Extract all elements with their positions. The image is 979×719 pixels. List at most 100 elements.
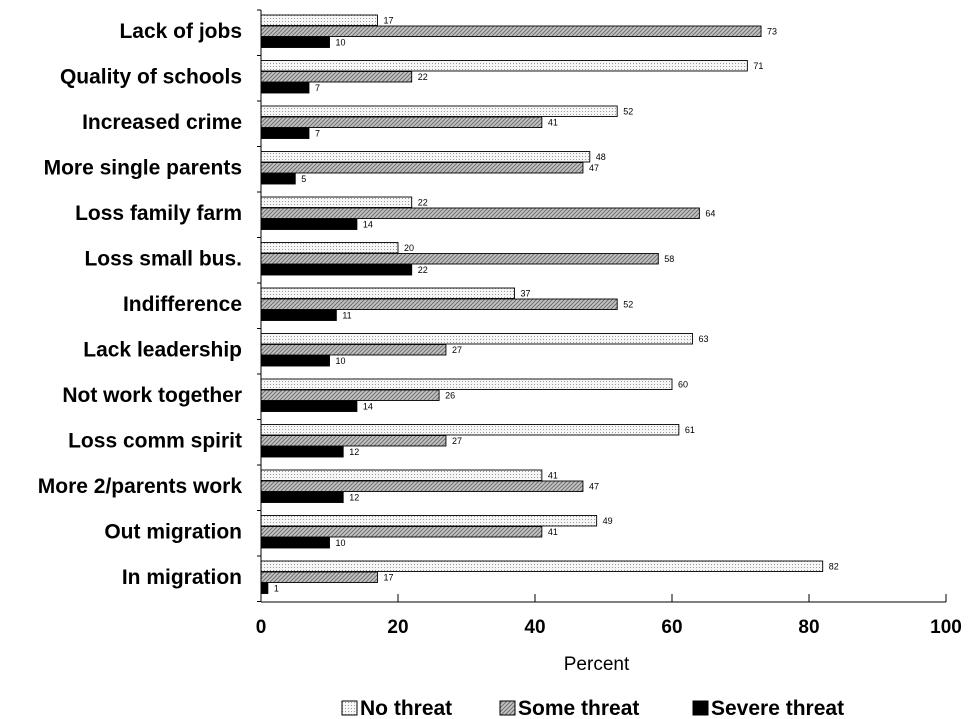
- data-label-severe-threat-increased-crime: 7: [315, 129, 320, 139]
- bar-no-threat-increased-crime: [260, 105, 618, 117]
- bar-no-threat-loss-small-bus: [260, 242, 399, 254]
- legend: No threat Some threat Severe threat: [341, 697, 844, 719]
- data-label-no-threat-out-migration: 49: [603, 516, 613, 526]
- bar-no-threat-more-2-parents-work: [260, 469, 543, 481]
- category-label-lack-of-jobs: Lack of jobs: [119, 20, 242, 43]
- data-label-no-threat-not-work-together: 60: [678, 380, 688, 390]
- bar-some-threat-loss-family-farm: [260, 207, 700, 219]
- data-label-severe-threat-out-migration: 10: [336, 538, 346, 548]
- plot-area: 1773107122752417484752264142058223752116…: [260, 14, 839, 594]
- bar-severe-threat-lack-of-jobs: [260, 36, 330, 48]
- category-label-loss-family-farm: Loss family farm: [75, 202, 242, 225]
- data-label-severe-threat-more-2-parents-work: 12: [349, 493, 359, 503]
- category-label-loss-small-bus: Loss small bus.: [84, 247, 242, 270]
- data-label-no-threat-loss-small-bus: 20: [404, 243, 414, 253]
- bar-some-threat-quality-of-schools: [260, 71, 413, 83]
- bar-some-threat-loss-small-bus: [260, 253, 659, 265]
- data-label-severe-threat-more-single-parents: 5: [301, 174, 306, 184]
- bar-severe-threat-lack-leadership: [260, 355, 330, 367]
- x-tick-label-80: 80: [798, 617, 819, 638]
- bar-severe-threat-increased-crime: [260, 127, 310, 139]
- data-label-no-threat-increased-crime: 52: [623, 107, 633, 117]
- category-label-loss-comm-spirit: Loss comm spirit: [68, 429, 242, 452]
- bar-some-threat-more-single-parents: [260, 162, 584, 174]
- category-label-lack-leadership: Lack leadership: [83, 338, 242, 361]
- data-label-no-threat-lack-leadership: 63: [699, 334, 709, 344]
- data-label-some-threat-loss-comm-spirit: 27: [452, 436, 462, 446]
- bar-some-threat-lack-leadership: [260, 344, 447, 356]
- category-label-quality-of-schools: Quality of schools: [60, 65, 242, 88]
- data-label-some-threat-loss-small-bus: 58: [664, 254, 674, 264]
- category-label-in-migration: In migration: [122, 566, 242, 589]
- bar-some-threat-loss-comm-spirit: [260, 435, 447, 447]
- data-label-some-threat-more-2-parents-work: 47: [589, 482, 599, 492]
- data-label-severe-threat-lack-leadership: 10: [336, 356, 346, 366]
- legend-swatch-some-threat: [499, 700, 516, 716]
- data-label-no-threat-more-single-parents: 48: [596, 152, 606, 162]
- bar-severe-threat-more-single-parents: [260, 173, 296, 185]
- data-label-no-threat-more-2-parents-work: 41: [548, 471, 558, 481]
- legend-swatch-no-threat: [341, 700, 358, 716]
- x-axis: 0 20 40 60 80 100 Percent: [256, 9, 962, 675]
- data-label-severe-threat-quality-of-schools: 7: [315, 83, 320, 93]
- bar-no-threat-loss-comm-spirit: [260, 424, 680, 436]
- category-label-out-migration: Out migration: [104, 520, 242, 543]
- bar-severe-threat-loss-comm-spirit: [260, 446, 344, 458]
- bar-some-threat-indifference: [260, 298, 618, 310]
- legend-label-no-threat: No threat: [360, 697, 452, 719]
- bar-some-threat-more-2-parents-work: [260, 480, 584, 492]
- data-label-severe-threat-loss-comm-spirit: 12: [349, 447, 359, 457]
- legend-swatch-severe-threat: [692, 700, 709, 716]
- bar-severe-threat-quality-of-schools: [260, 82, 310, 94]
- data-label-some-threat-lack-of-jobs: 73: [767, 27, 777, 37]
- bar-severe-threat-loss-family-farm: [260, 218, 358, 230]
- bar-no-threat-out-migration: [260, 515, 598, 527]
- data-label-severe-threat-lack-of-jobs: 10: [336, 38, 346, 48]
- data-label-some-threat-increased-crime: 41: [548, 118, 558, 128]
- data-label-no-threat-indifference: 37: [520, 289, 530, 299]
- bar-no-threat-quality-of-schools: [260, 60, 748, 72]
- data-label-severe-threat-loss-small-bus: 22: [418, 265, 428, 275]
- data-label-some-threat-lack-leadership: 27: [452, 345, 462, 355]
- bar-severe-threat-not-work-together: [260, 400, 358, 412]
- bar-no-threat-loss-family-farm: [260, 196, 413, 208]
- bar-severe-threat-loss-small-bus: [260, 264, 413, 276]
- x-tick-label-40: 40: [524, 617, 545, 638]
- data-label-severe-threat-loss-family-farm: 14: [363, 220, 373, 230]
- data-label-some-threat-quality-of-schools: 22: [418, 72, 428, 82]
- x-tick-label-60: 60: [661, 617, 682, 638]
- category-label-indifference: Indifference: [123, 293, 242, 316]
- bar-no-threat-lack-of-jobs: [260, 14, 378, 26]
- bar-no-threat-not-work-together: [260, 378, 673, 390]
- bar-no-threat-indifference: [260, 287, 515, 299]
- legend-label-severe-threat: Severe threat: [711, 697, 844, 719]
- category-label-more-single-parents: More single parents: [44, 156, 242, 179]
- bar-some-threat-increased-crime: [260, 116, 543, 128]
- data-label-no-threat-lack-of-jobs: 17: [383, 16, 393, 26]
- data-label-no-threat-quality-of-schools: 71: [753, 61, 763, 71]
- bar-severe-threat-indifference: [260, 309, 337, 321]
- data-label-some-threat-not-work-together: 26: [445, 391, 455, 401]
- x-tick-label-20: 20: [387, 617, 408, 638]
- data-label-severe-threat-indifference: 11: [342, 311, 351, 321]
- data-label-no-threat-in-migration: 82: [829, 562, 839, 572]
- x-tick-label-100: 100: [930, 617, 962, 638]
- bar-some-threat-not-work-together: [260, 389, 440, 401]
- x-axis-title: Percent: [564, 654, 630, 675]
- data-label-severe-threat-not-work-together: 14: [363, 402, 373, 412]
- data-label-some-threat-indifference: 52: [623, 300, 633, 310]
- bar-severe-threat-in-migration: [260, 582, 269, 594]
- data-label-some-threat-more-single-parents: 47: [589, 163, 599, 173]
- bar-severe-threat-out-migration: [260, 537, 330, 549]
- bar-severe-threat-more-2-parents-work: [260, 491, 344, 503]
- category-label-more-2-parents-work: More 2/parents work: [38, 475, 243, 498]
- bar-no-threat-lack-leadership: [260, 333, 693, 345]
- data-label-no-threat-loss-family-farm: 22: [418, 198, 428, 208]
- bar-some-threat-in-migration: [260, 571, 378, 583]
- x-tick-label-0: 0: [256, 617, 267, 638]
- data-label-some-threat-out-migration: 41: [548, 527, 558, 537]
- category-label-increased-crime: Increased crime: [82, 111, 242, 134]
- data-label-no-threat-loss-comm-spirit: 61: [685, 425, 695, 435]
- bar-no-threat-more-single-parents: [260, 151, 591, 163]
